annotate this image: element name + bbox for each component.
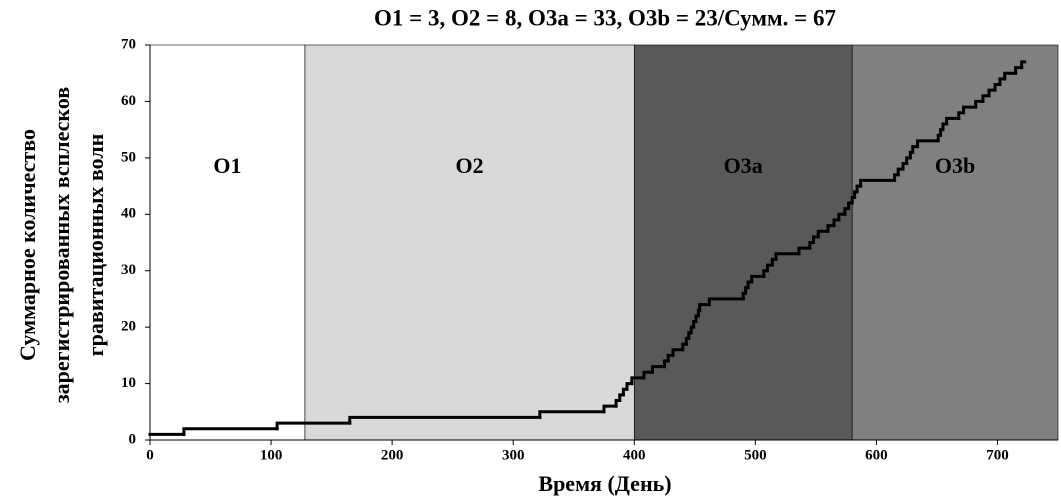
x-tick-label: 500 bbox=[744, 447, 767, 463]
step-segment bbox=[998, 77, 1007, 86]
step-segment bbox=[1020, 60, 1027, 70]
step-segment bbox=[826, 224, 836, 233]
step-segment bbox=[859, 178, 897, 188]
step-segment bbox=[602, 404, 618, 414]
step-segment bbox=[642, 370, 654, 380]
step-segment bbox=[630, 376, 646, 386]
step-segment bbox=[765, 263, 774, 273]
step-segment bbox=[698, 303, 711, 312]
region bbox=[633, 44, 853, 441]
step-segment bbox=[750, 274, 766, 284]
x-tick-label: 300 bbox=[502, 447, 525, 463]
x-tick-label: 700 bbox=[986, 447, 1009, 463]
y-tick-label: 50 bbox=[121, 149, 136, 165]
region-label: O2 bbox=[456, 153, 484, 178]
step-segment bbox=[896, 167, 905, 177]
x-axis-label: Время (День) bbox=[538, 471, 671, 496]
step-segment bbox=[1003, 71, 1018, 81]
y-axis-label-line: зарегистрированных всплесков bbox=[49, 87, 74, 403]
y-tick-label: 60 bbox=[121, 93, 136, 109]
y-axis-label: Суммарное количество зарегистрированных … bbox=[15, 87, 108, 403]
x-tick-label: 600 bbox=[865, 447, 888, 463]
step-segment bbox=[974, 99, 985, 109]
region-label: O3a bbox=[724, 153, 763, 178]
y-tick-label: 40 bbox=[121, 206, 136, 222]
step-segment bbox=[993, 83, 1002, 92]
step-segment bbox=[837, 212, 847, 222]
region-label: O1 bbox=[213, 153, 241, 178]
step-segment bbox=[774, 252, 801, 261]
step-segment bbox=[707, 297, 745, 307]
x-tick-label: 100 bbox=[260, 447, 283, 463]
y-axis-label-line: Суммарное количество bbox=[15, 129, 40, 361]
step-segment bbox=[671, 348, 685, 357]
step-segment bbox=[1014, 66, 1024, 75]
step-segment bbox=[945, 116, 961, 126]
region-label: O3b bbox=[935, 153, 975, 178]
x-tick-label: 0 bbox=[146, 447, 154, 463]
y-tick-label: 0 bbox=[129, 431, 137, 447]
step-segment bbox=[957, 111, 966, 120]
y-tick-label: 20 bbox=[121, 319, 136, 335]
y-tick-label: 70 bbox=[121, 36, 136, 52]
y-tick-label: 10 bbox=[121, 375, 136, 391]
step-segment bbox=[348, 415, 542, 425]
step-segment bbox=[625, 382, 634, 391]
x-tick-label: 400 bbox=[623, 447, 646, 463]
step-segment bbox=[666, 353, 675, 363]
step-segment bbox=[816, 229, 830, 239]
x-tick-label: 200 bbox=[381, 447, 404, 463]
y-axis-label-line: гравитационных волн bbox=[83, 133, 108, 356]
step-segment bbox=[962, 105, 978, 115]
step-segment bbox=[911, 145, 920, 154]
step-segment bbox=[182, 427, 279, 436]
chart-title: O1 = 3, O2 = 8, O3a = 33, O3b = 23/Сумм.… bbox=[374, 5, 836, 30]
step-segment bbox=[832, 218, 841, 228]
step-segment bbox=[811, 235, 820, 244]
y-tick-label: 30 bbox=[121, 262, 136, 278]
step-segment bbox=[275, 421, 352, 431]
step-segment bbox=[538, 410, 606, 419]
step-segment bbox=[981, 94, 991, 103]
region bbox=[149, 44, 306, 441]
step-segment bbox=[987, 88, 997, 98]
step-segment bbox=[916, 139, 940, 149]
step-segment bbox=[797, 246, 812, 256]
region bbox=[304, 44, 635, 441]
step-segment bbox=[650, 365, 667, 374]
region bbox=[851, 44, 1059, 441]
